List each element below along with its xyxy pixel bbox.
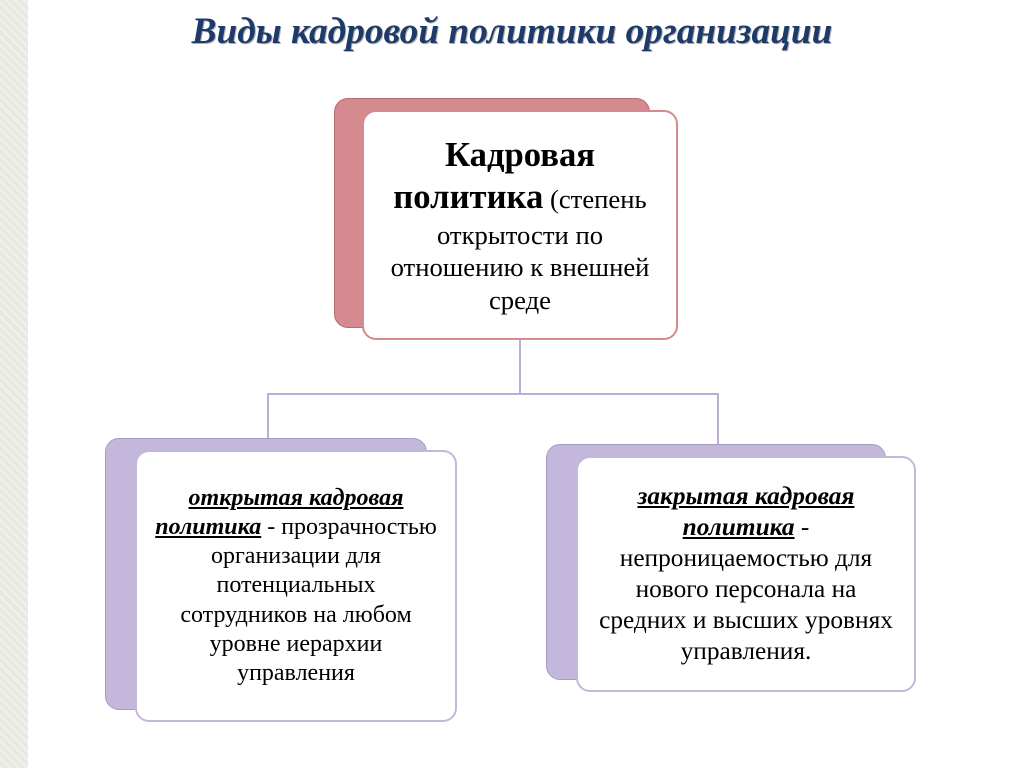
slide-title-text: Виды кадровой политики организации — [192, 11, 833, 52]
child-node-closed: закрытая кадровая политика - непроницаем… — [576, 456, 916, 692]
org-chart: Кадровая политика (степень открытости по… — [0, 98, 1024, 768]
child-node-open: открытая кадровая политика - прозрачност… — [135, 450, 457, 722]
child-node-text: закрытая кадровая политика - непроницаем… — [596, 481, 896, 666]
root-node-text: Кадровая политика (степень открытости по… — [382, 134, 658, 316]
child-bold: закрытая кадровая политика — [638, 482, 855, 541]
child-node-text: открытая кадровая политика - прозрачност… — [155, 484, 437, 689]
root-node: Кадровая политика (степень открытости по… — [362, 110, 678, 340]
slide-title: Виды кадровой политики организации — [0, 10, 1024, 54]
